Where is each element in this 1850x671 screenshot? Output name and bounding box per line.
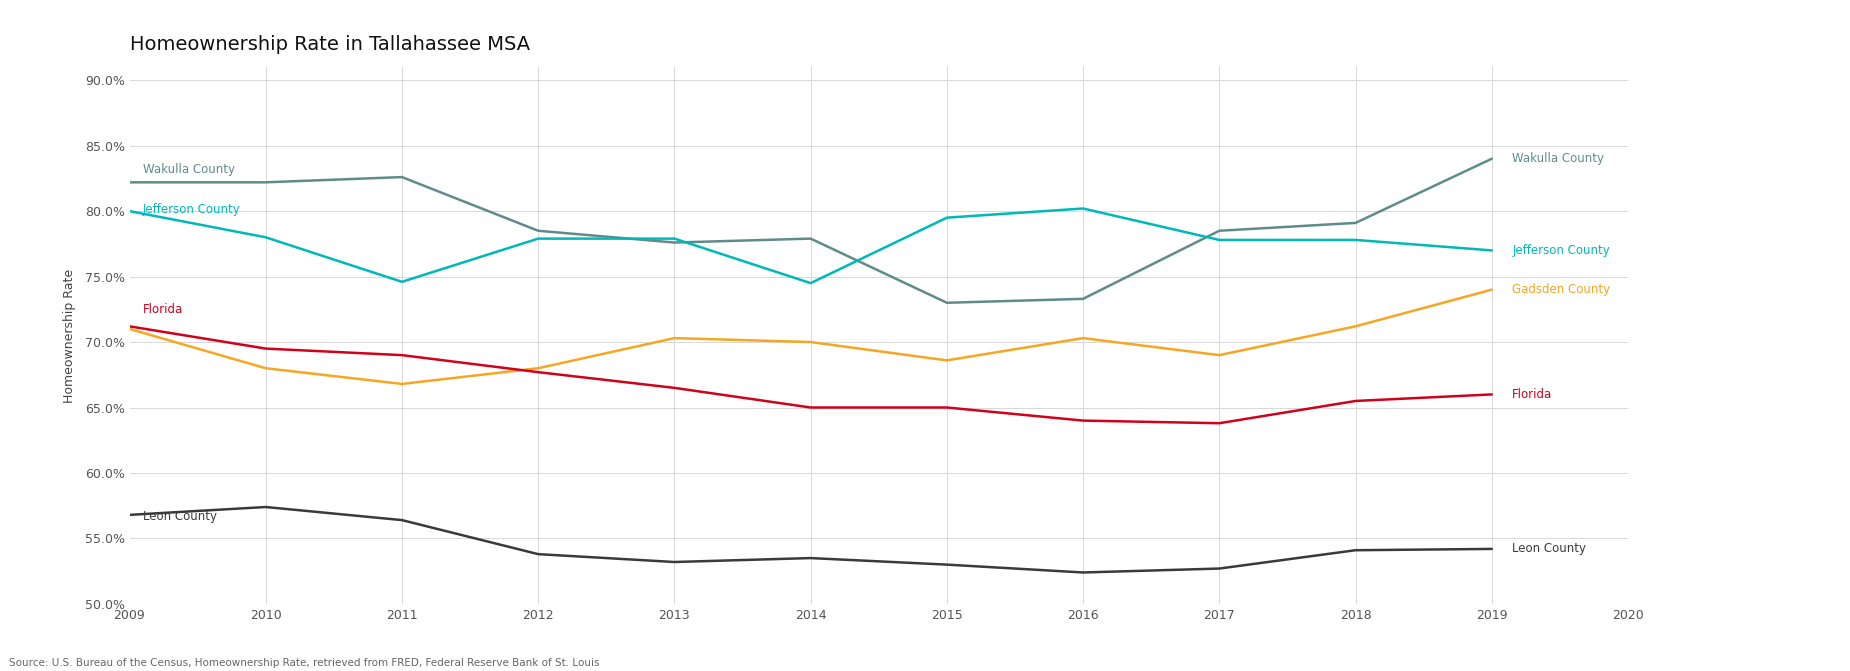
Y-axis label: Homeownership Rate: Homeownership Rate [63,268,76,403]
Text: Florida: Florida [142,303,183,316]
Text: Wakulla County: Wakulla County [1511,152,1604,165]
Text: Gadsden County: Gadsden County [1511,283,1610,296]
Text: Florida: Florida [1511,388,1552,401]
Text: Source: U.S. Bureau of the Census, Homeownership Rate, retrieved from FRED, Fede: Source: U.S. Bureau of the Census, Homeo… [9,658,599,668]
Text: Jefferson County: Jefferson County [1511,244,1610,257]
Text: Leon County: Leon County [142,510,216,523]
Text: Homeownership Rate in Tallahassee MSA: Homeownership Rate in Tallahassee MSA [130,36,529,54]
Text: Leon County: Leon County [1511,542,1585,556]
Text: Wakulla County: Wakulla County [142,163,235,176]
Text: Jefferson County: Jefferson County [142,203,240,216]
